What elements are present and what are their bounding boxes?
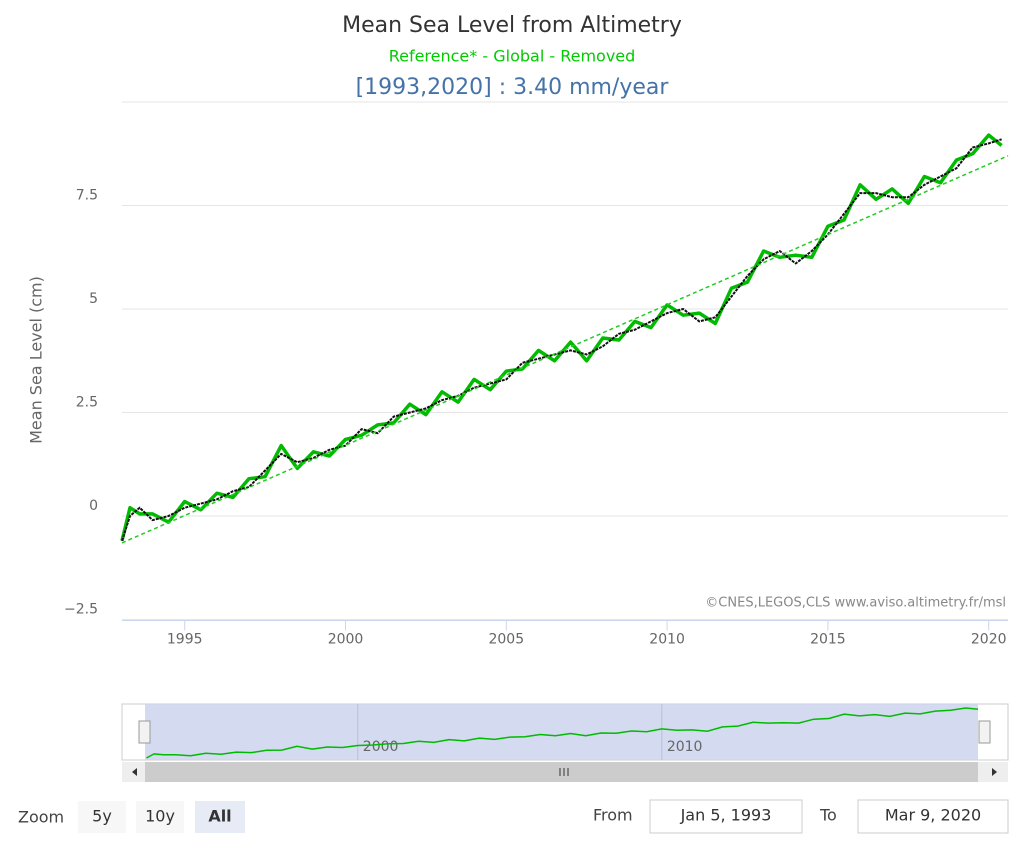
x-tick-label: 1995	[167, 632, 203, 648]
zoom-button[interactable]	[78, 801, 126, 833]
x-tick-label: 2020	[971, 632, 1007, 648]
navigator-handle[interactable]	[978, 720, 991, 744]
zoom-button[interactable]	[136, 801, 184, 833]
chart-title: Mean Sea Level from Altimetry	[342, 13, 682, 38]
annotation: [1993,2020] : 3.40 mm/year	[356, 75, 670, 100]
zoom-button-label: 10y	[145, 807, 175, 826]
scrollbar-thumb[interactable]	[145, 762, 978, 782]
x-tick-label: 2005	[488, 632, 524, 648]
series-line	[120, 133, 1003, 542]
from-label: From	[593, 806, 633, 825]
navigator-line	[146, 707, 979, 759]
zoom-button-label: All	[208, 807, 231, 826]
navigator-handle[interactable]	[138, 720, 151, 744]
navigator-label: 2000	[363, 739, 399, 755]
series-line	[121, 155, 1009, 544]
from-input[interactable]	[649, 799, 803, 834]
zoom-button[interactable]	[195, 801, 245, 833]
y-tick-label: 2.5	[76, 395, 98, 411]
to-value: Mar 9, 2020	[885, 806, 981, 825]
chart-subtitle: Reference* - Global - Removed	[389, 47, 636, 66]
credits: ©CNES,LEGOS,CLS www.aviso.altimetry.fr/m…	[705, 596, 1006, 611]
from-value: Jan 5, 1993	[680, 806, 772, 825]
y-tick-label: 7.5	[76, 188, 98, 204]
navigator-selection[interactable]	[145, 704, 978, 760]
navigator-label: 2010	[667, 739, 703, 755]
zoom-button-label: 5y	[92, 807, 112, 826]
x-tick-label: 2000	[328, 632, 364, 648]
y-axis-title: Mean Sea Level (cm)	[27, 276, 46, 444]
zoom-label: Zoom	[18, 808, 64, 827]
to-label: To	[819, 806, 837, 825]
x-tick-label: 2015	[810, 632, 846, 648]
y-tick-label: 5	[89, 291, 98, 307]
y-tick-label: −2.5	[64, 602, 98, 618]
scroll-grip	[559, 768, 569, 776]
to-input[interactable]	[857, 799, 1009, 834]
y-tick-label: 0	[89, 498, 98, 514]
series-line	[121, 138, 1002, 542]
x-tick-label: 2010	[649, 632, 685, 648]
